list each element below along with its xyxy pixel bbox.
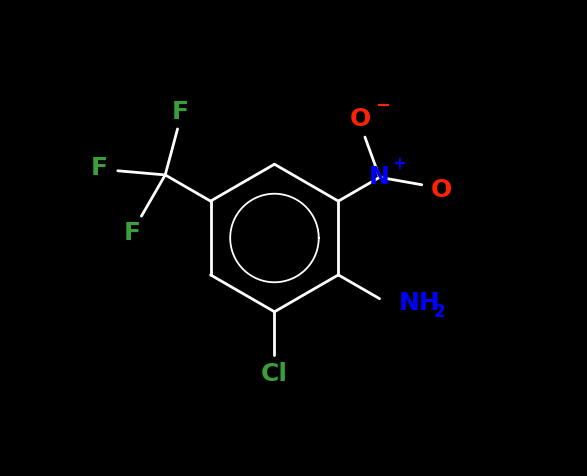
Text: −: − — [376, 97, 390, 115]
Text: 2: 2 — [433, 303, 445, 321]
Text: F: F — [90, 157, 107, 180]
Text: F: F — [123, 221, 140, 245]
Text: NH: NH — [399, 291, 440, 316]
Text: +: + — [393, 155, 407, 173]
Text: O: O — [349, 107, 371, 131]
Text: F: F — [171, 100, 188, 124]
Text: N: N — [369, 165, 390, 189]
Text: O: O — [431, 178, 453, 201]
Text: Cl: Cl — [261, 362, 288, 386]
